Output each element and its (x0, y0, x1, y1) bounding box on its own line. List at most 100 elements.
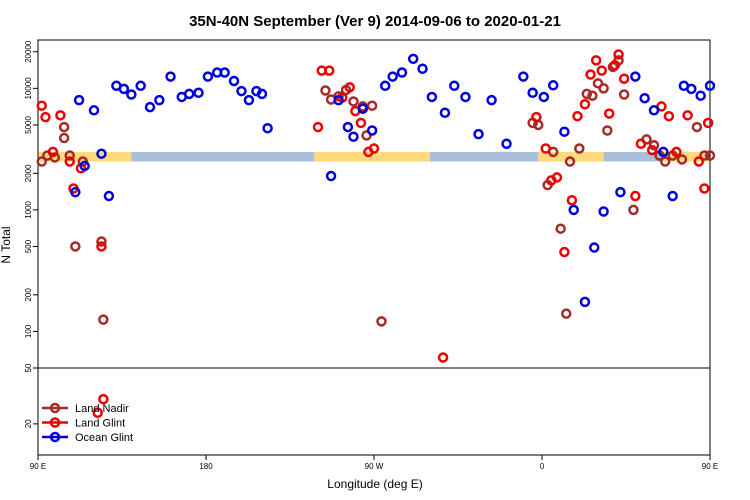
data-point-ocean-glint (154, 94, 165, 106)
data-point-land-nadir (676, 154, 688, 165)
data-point-land-glint (368, 143, 380, 154)
data-point-land-glint (559, 246, 570, 258)
series-ocean-glint (70, 53, 716, 308)
data-point-land-nadir (70, 241, 81, 252)
data-point-ocean-glint (704, 80, 716, 92)
data-point-land-nadir (49, 152, 61, 163)
data-point-ocean-glint (333, 94, 344, 106)
data-point-ocean-glint (366, 125, 378, 136)
surface-band-land (314, 151, 430, 162)
data-point-ocean-glint (473, 128, 484, 140)
data-point-ocean-glint (73, 94, 85, 106)
data-point-ocean-glint (262, 122, 273, 134)
y-tick-label: 50 (24, 363, 33, 372)
data-point-land-nadir (376, 316, 387, 327)
data-point-ocean-glint (568, 204, 579, 216)
data-point-land-nadir (348, 96, 359, 107)
data-point-land-nadir (574, 143, 585, 154)
data-point-ocean-glint (387, 71, 398, 82)
data-point-ocean-glint (219, 67, 230, 78)
legend-marker-land-nadir (49, 402, 61, 414)
data-point-land-glint (572, 110, 583, 122)
legend-marker-ocean-glint (49, 431, 61, 443)
data-point-land-nadir (704, 150, 716, 161)
x-tick-label: 90 E (30, 462, 46, 471)
data-point-land-glint (98, 393, 109, 405)
data-point-ocean-glint (325, 170, 337, 182)
data-point-ocean-glint (667, 190, 678, 202)
data-points (36, 49, 716, 418)
data-point-land-glint (312, 121, 324, 133)
data-point-land-nadir (699, 150, 710, 161)
data-point-land-glint (635, 138, 647, 150)
data-point-land-glint (579, 99, 591, 110)
data-point-land-glint (585, 69, 596, 80)
data-point-land-glint (55, 110, 66, 121)
data-point-ocean-glint (695, 90, 706, 101)
x-tick-label: 90 W (365, 462, 384, 471)
axis-ticks: 90 E 180 90 W 0 90 E 100 200 500 1000 2000 5000 100… (24, 40, 718, 471)
data-point-land-glint (630, 190, 641, 202)
data-point-ocean-glint (630, 71, 641, 82)
data-point-land-nadir (98, 314, 109, 325)
data-point-land-glint (613, 49, 624, 60)
surface-band-land (663, 151, 710, 162)
data-point-ocean-glint (379, 80, 391, 92)
data-point-ocean-glint (256, 88, 268, 100)
data-point-ocean-glint (547, 80, 559, 91)
data-point-ocean-glint (79, 160, 90, 172)
data-point-ocean-glint (686, 83, 697, 95)
data-point-ocean-glint (439, 107, 451, 118)
data-point-land-glint (609, 59, 621, 71)
data-point-ocean-glint (348, 131, 359, 142)
data-point-ocean-glint (193, 87, 204, 99)
legend-label-land-glint: Land Glint (75, 418, 125, 430)
y-axis-title: N Total (0, 226, 13, 263)
data-point-land-glint (699, 183, 710, 194)
data-point-ocean-glint (165, 71, 176, 82)
data-point-land-glint (437, 352, 449, 363)
data-point-ocean-glint (135, 80, 146, 92)
data-point-ocean-glint (501, 138, 512, 150)
data-point-ocean-glint (559, 126, 570, 137)
data-point-land-glint (663, 110, 675, 122)
data-point-ocean-glint (118, 83, 130, 95)
data-point-ocean-glint (460, 91, 471, 103)
x-tick-label: 180 (199, 462, 213, 471)
y-tick-label: 5000 (24, 115, 33, 133)
y-tick-label: 10000 (24, 77, 33, 100)
data-point-ocean-glint (396, 67, 408, 78)
data-point-land-nadir (64, 150, 75, 161)
chart-title: 35N-40N September (Ver 9) 2014-09-06 to … (189, 13, 561, 30)
data-point-land-glint (40, 111, 51, 123)
y-tick-label: 2000 (24, 164, 33, 182)
data-point-ocean-glint (538, 91, 550, 103)
data-point-land-glint (531, 111, 542, 123)
data-point-ocean-glint (486, 94, 497, 106)
lower-plot-frame (37, 367, 711, 456)
series-land-nadir (36, 55, 716, 327)
data-point-land-glint (64, 156, 75, 167)
data-point-ocean-glint (144, 101, 156, 113)
data-point-land-nadir (320, 85, 331, 96)
legend-marker-land-glint (49, 417, 61, 428)
data-point-ocean-glint (426, 91, 438, 103)
data-point-ocean-glint (243, 94, 255, 106)
surface-band-ocean (131, 151, 315, 162)
data-point-land-nadir (564, 156, 576, 167)
legend-label-ocean-glint: Ocean Glint (75, 432, 133, 444)
data-point-ocean-glint (357, 103, 369, 114)
data-point-land-glint (671, 146, 682, 158)
data-point-land-glint (702, 117, 714, 129)
data-point-land-glint (596, 65, 607, 76)
data-point-ocean-glint (658, 146, 669, 158)
data-point-ocean-glint (449, 80, 460, 92)
data-point-ocean-glint (648, 105, 660, 116)
data-point-land-nadir (96, 236, 107, 247)
x-tick-label: 90 E (702, 462, 718, 471)
data-point-land-glint (344, 82, 355, 93)
data-point-ocean-glint (70, 186, 81, 198)
legend: Land Nadir Land Glint Ocean Glint (42, 402, 133, 444)
data-point-land-glint (603, 108, 615, 119)
